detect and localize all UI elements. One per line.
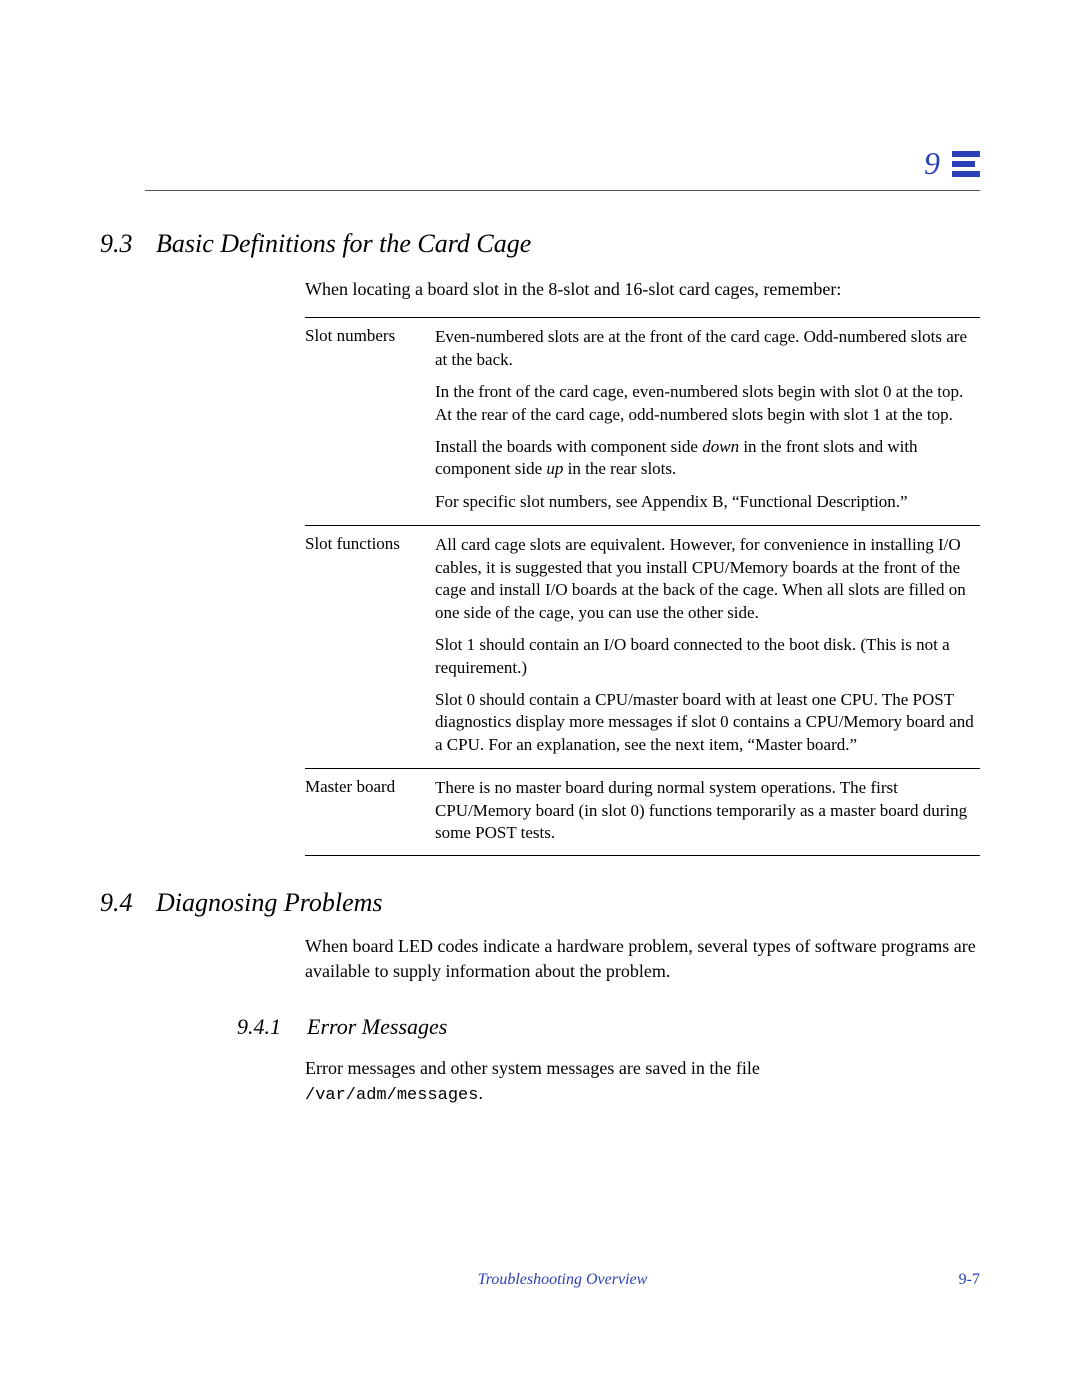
messages-path: /var/adm/messages xyxy=(305,1086,478,1105)
section-intro: When board LED codes indicate a hardware… xyxy=(305,934,980,984)
footer-page-number: 9-7 xyxy=(959,1271,980,1289)
row-cell: Slot 1 should contain an I/O board conne… xyxy=(435,634,980,689)
section-heading: 9.4 Diagnosing Problems xyxy=(100,888,980,918)
chapter-number: 9 xyxy=(924,145,940,182)
row-cell: For specific slot numbers, see Appendix … xyxy=(435,491,980,523)
row-cell: All card cage slots are equivalent. Howe… xyxy=(435,534,980,634)
table-row: Master boardThere is no master board dur… xyxy=(305,769,980,854)
page-footer: Troubleshooting Overview 9-7 xyxy=(145,1271,980,1289)
section-intro: When locating a board slot in the 8-slot… xyxy=(305,277,980,301)
header-rule xyxy=(145,190,980,191)
section-title: Basic Definitions for the Card Cage xyxy=(156,229,531,259)
error-msg-text: Error messages and other system messages… xyxy=(305,1058,760,1078)
icon-bar xyxy=(952,151,980,157)
row-cell: There is no master board during normal s… xyxy=(435,777,980,854)
subsection-number: 9.4.1 xyxy=(237,1014,307,1040)
section-9-3: 9.3 Basic Definitions for the Card Cage … xyxy=(145,229,980,856)
section-9-4: 9.4 Diagnosing Problems When board LED c… xyxy=(145,888,980,1108)
row-cells: There is no master board during normal s… xyxy=(435,777,980,854)
icon-bar xyxy=(952,161,975,167)
row-cells: Even-numbered slots are at the front of … xyxy=(435,326,980,523)
row-cells: All card cage slots are equivalent. Howe… xyxy=(435,534,980,766)
row-label: Slot functions xyxy=(305,534,435,766)
subsection-heading: 9.4.1 Error Messages xyxy=(237,1014,980,1040)
definitions-table: Slot numbersEven-numbered slots are at t… xyxy=(305,317,980,855)
icon-bar xyxy=(952,171,980,177)
chapter-header: 9 xyxy=(145,145,980,182)
table-row: Slot numbersEven-numbered slots are at t… xyxy=(305,318,980,523)
footer-title: Troubleshooting Overview xyxy=(478,1271,648,1289)
subsection-body: Error messages and other system messages… xyxy=(305,1056,980,1108)
section-number: 9.4 xyxy=(100,888,156,918)
table-row: Slot functionsAll card cage slots are eq… xyxy=(305,526,980,766)
row-cell: Install the boards with component side d… xyxy=(435,436,980,491)
section-title: Diagnosing Problems xyxy=(156,888,383,918)
row-label: Master board xyxy=(305,777,435,854)
row-cell: Slot 0 should contain a CPU/master board… xyxy=(435,689,980,766)
row-cell: In the front of the card cage, even-numb… xyxy=(435,381,980,436)
page: 9 9.3 Basic Definitions for the Card Cag… xyxy=(0,0,1080,1397)
subsection-title: Error Messages xyxy=(307,1014,447,1040)
path-suffix: . xyxy=(478,1083,483,1103)
section-heading: 9.3 Basic Definitions for the Card Cage xyxy=(100,229,980,259)
row-label: Slot numbers xyxy=(305,326,435,523)
chapter-icon xyxy=(950,151,980,177)
row-cell: Even-numbered slots are at the front of … xyxy=(435,326,980,381)
section-number: 9.3 xyxy=(100,229,156,259)
